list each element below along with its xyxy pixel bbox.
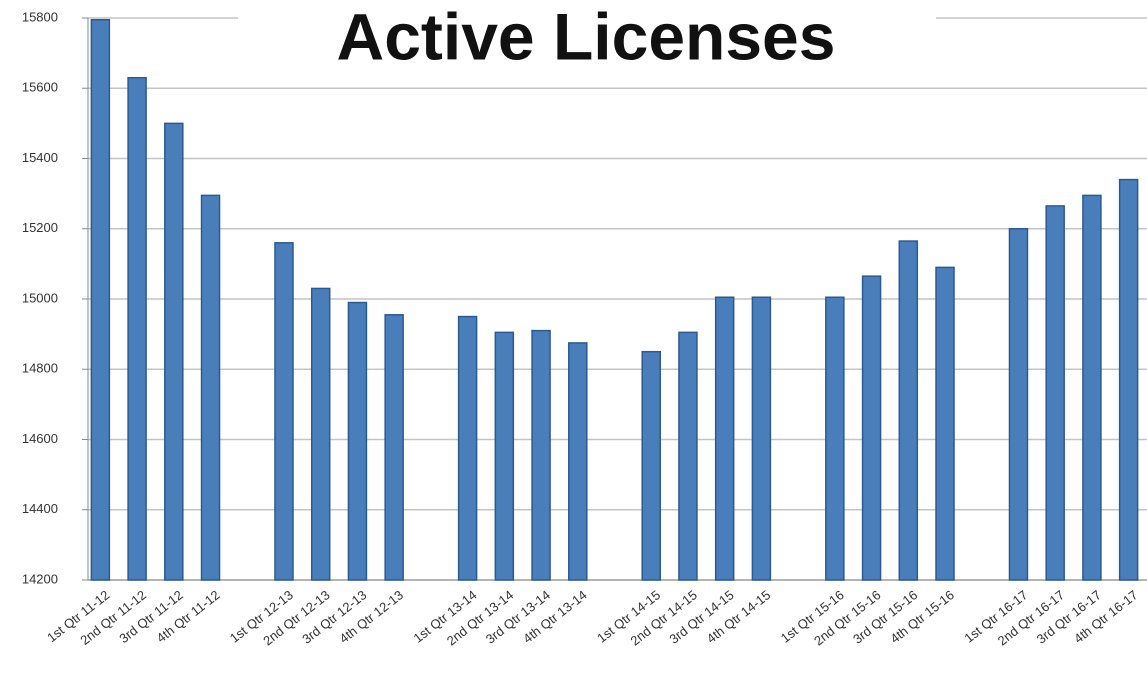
bar-group xyxy=(1118,178,1139,581)
bar xyxy=(1045,205,1065,581)
bar-group xyxy=(347,301,368,581)
bar xyxy=(200,194,221,581)
bar xyxy=(861,275,882,581)
bar xyxy=(751,296,772,581)
bar-group xyxy=(457,315,478,581)
bar-group xyxy=(494,331,515,581)
bar xyxy=(714,296,735,581)
chart-title: Active Licenses xyxy=(337,0,836,73)
bar xyxy=(641,350,661,581)
y-tick-label: 15800 xyxy=(22,9,58,24)
bar xyxy=(164,122,184,581)
bar-group xyxy=(274,242,294,581)
bar-group xyxy=(898,240,919,581)
bar xyxy=(898,240,919,581)
x-tick-label: 4th Qtr 16-17 xyxy=(1071,587,1141,646)
bar-group xyxy=(1008,228,1029,581)
y-tick-label: 14800 xyxy=(22,361,58,376)
bar-group xyxy=(678,331,698,581)
y-tick-label: 15200 xyxy=(22,220,58,235)
bar xyxy=(274,242,294,581)
y-tick-label: 15400 xyxy=(22,150,58,165)
bar xyxy=(531,329,551,581)
y-tick-label: 15600 xyxy=(22,80,58,95)
bar-group xyxy=(861,275,882,581)
bar-group xyxy=(714,296,735,581)
bar xyxy=(935,266,955,581)
bar-group xyxy=(1045,205,1065,581)
y-tick-label: 15000 xyxy=(22,290,58,305)
bar-group xyxy=(200,194,221,581)
bar xyxy=(347,301,368,581)
y-tick-label: 14200 xyxy=(22,571,58,586)
x-tick-label: 4th Qtr 14-15 xyxy=(704,587,774,646)
bar-group xyxy=(935,266,955,581)
bar xyxy=(568,342,588,581)
bar xyxy=(457,315,478,581)
bar xyxy=(678,331,698,581)
bar-group xyxy=(90,19,111,581)
bar-group xyxy=(384,314,404,581)
bar-group xyxy=(641,350,661,581)
x-tick-label: 4th Qtr 15-16 xyxy=(887,587,957,646)
title-background xyxy=(238,6,936,78)
y-tick-label: 14400 xyxy=(22,501,58,516)
bar-group xyxy=(310,287,331,581)
bar xyxy=(825,296,845,581)
bar-group xyxy=(825,296,845,581)
bar xyxy=(90,19,111,581)
bar-group xyxy=(531,329,551,581)
bar xyxy=(494,331,515,581)
x-tick-label: 4th Qtr 12-13 xyxy=(337,587,407,646)
bar-group xyxy=(568,342,588,581)
bar xyxy=(127,76,147,581)
bar xyxy=(310,287,331,581)
bar xyxy=(1008,228,1029,581)
bar-group xyxy=(164,122,184,581)
y-tick-label: 14600 xyxy=(22,431,58,446)
bar xyxy=(384,314,404,581)
bar-group xyxy=(751,296,772,581)
bar-group xyxy=(1082,194,1102,581)
bar-group xyxy=(127,76,147,581)
bar xyxy=(1082,194,1102,581)
bar xyxy=(1118,178,1139,581)
x-tick-label: 4th Qtr 13-14 xyxy=(520,587,590,646)
